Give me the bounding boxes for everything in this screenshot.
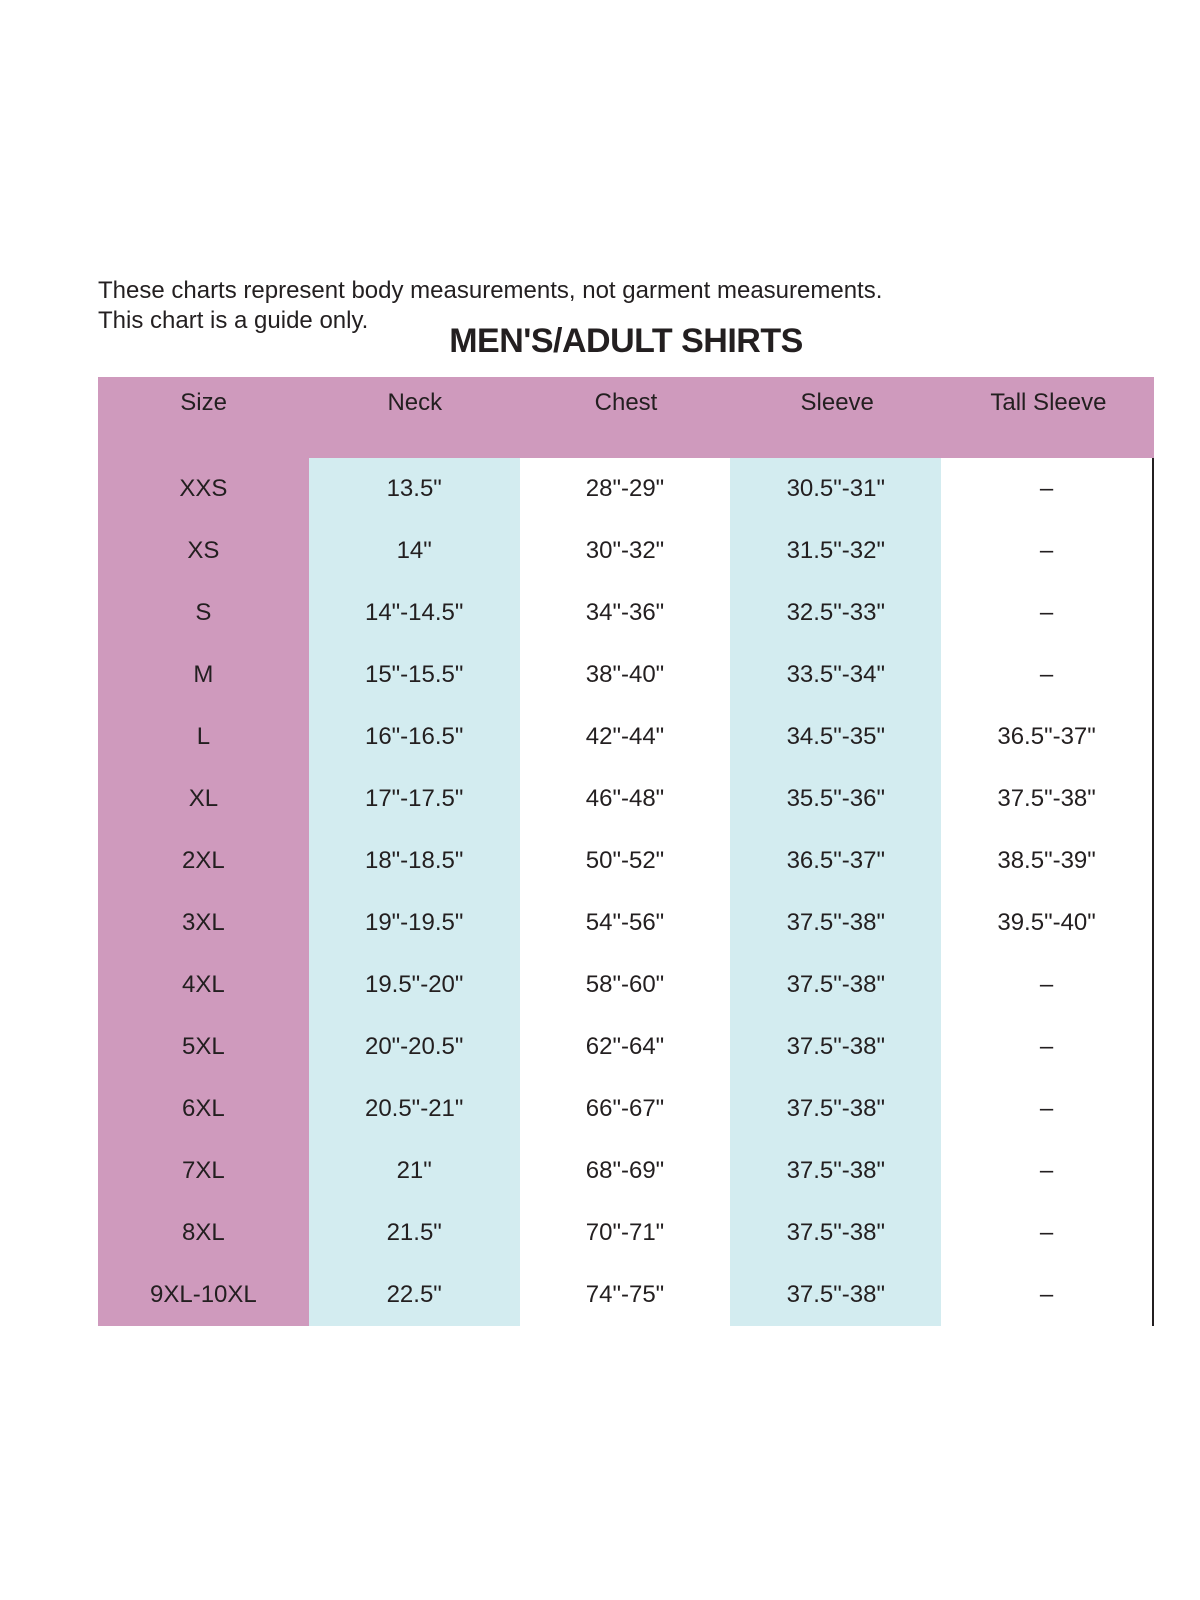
table-row: 5XL 20"-20.5" 62"-64" 37.5"-38" – — [98, 1016, 1154, 1078]
disclaimer-line-2: This chart is a guide only. — [98, 307, 369, 334]
table-row: 3XL 19"-19.5" 54"-56" 37.5"-38" 39.5"-40" — [98, 892, 1154, 954]
cell-chest: 66"-67" — [519, 1078, 731, 1140]
cell-sleeve: 30.5"-31" — [730, 458, 942, 520]
cell-chest: 30"-32" — [519, 520, 731, 582]
table-row: XXS 13.5" 28"-29" 30.5"-31" – — [98, 458, 1154, 520]
table-row: 4XL 19.5"-20" 58"-60" 37.5"-38" – — [98, 954, 1154, 1016]
cell-size: 6XL — [98, 1078, 309, 1140]
cell-sleeve: 37.5"-38" — [730, 1264, 942, 1326]
chart-title: MEN'S/ADULT SHIRTS — [449, 322, 803, 360]
cell-neck: 18"-18.5" — [308, 830, 520, 892]
cell-chest: 62"-64" — [519, 1016, 731, 1078]
cell-neck: 13.5" — [308, 458, 520, 520]
cell-neck: 22.5" — [308, 1264, 520, 1326]
cell-tall-sleeve: – — [941, 644, 1154, 706]
cell-size: 8XL — [98, 1202, 309, 1264]
disclaimer-line-1: These charts represent body measurements… — [98, 277, 883, 304]
cell-sleeve: 37.5"-38" — [730, 1140, 942, 1202]
cell-sleeve: 37.5"-38" — [730, 954, 942, 1016]
cell-tall-sleeve: – — [941, 458, 1154, 520]
cell-neck: 19"-19.5" — [308, 892, 520, 954]
header-tall-sleeve: Tall Sleeve — [990, 389, 1107, 416]
cell-tall-sleeve: – — [941, 520, 1154, 582]
cell-chest: 34"-36" — [519, 582, 731, 644]
cell-sleeve: 36.5"-37" — [730, 830, 942, 892]
cell-tall-sleeve: – — [941, 1202, 1154, 1264]
table-body: XXS 13.5" 28"-29" 30.5"-31" – XS 14" 30"-32" 31.… — [98, 458, 1154, 1326]
cell-tall-sleeve: 38.5"-39" — [941, 830, 1154, 892]
cell-size: XXS — [98, 458, 309, 520]
cell-chest: 70"-71" — [519, 1202, 731, 1264]
cell-tall-sleeve: – — [941, 954, 1154, 1016]
cell-neck: 14" — [308, 520, 520, 582]
cell-size: 2XL — [98, 830, 309, 892]
cell-neck: 14"-14.5" — [308, 582, 520, 644]
cell-size: 9XL-10XL — [98, 1264, 309, 1326]
size-chart-table: Size Neck Chest Sleeve Tall Sleeve XXS 13… — [98, 377, 1154, 1326]
cell-tall-sleeve: – — [941, 1016, 1154, 1078]
cell-sleeve: 37.5"-38" — [730, 1016, 942, 1078]
cell-neck: 17"-17.5" — [308, 768, 520, 830]
cell-size: 4XL — [98, 954, 309, 1016]
table-row: M 15"-15.5" 38"-40" 33.5"-34" – — [98, 644, 1154, 706]
table-row: 2XL 18"-18.5" 50"-52" 36.5"-37" 38.5"-39" — [98, 830, 1154, 892]
cell-sleeve: 37.5"-38" — [730, 1078, 942, 1140]
cell-neck: 20.5"-21" — [308, 1078, 520, 1140]
disclaimer-note: These charts represent body measurements… — [98, 276, 882, 336]
cell-tall-sleeve: 36.5"-37" — [941, 706, 1154, 768]
cell-sleeve: 37.5"-38" — [730, 892, 942, 954]
cell-neck: 21.5" — [308, 1202, 520, 1264]
cell-tall-sleeve: – — [941, 1264, 1154, 1326]
header-sleeve: Sleeve — [800, 389, 874, 416]
cell-sleeve: 37.5"-38" — [730, 1202, 942, 1264]
cell-sleeve: 34.5"-35" — [730, 706, 942, 768]
cell-size: XL — [98, 768, 309, 830]
table-row: XL 17"-17.5" 46"-48" 35.5"-36" 37.5"-38" — [98, 768, 1154, 830]
cell-size: 3XL — [98, 892, 309, 954]
cell-sleeve: 31.5"-32" — [730, 520, 942, 582]
table-row: 9XL-10XL 22.5" 74"-75" 37.5"-38" – — [98, 1264, 1154, 1326]
cell-size: 7XL — [98, 1140, 309, 1202]
cell-tall-sleeve: – — [941, 1140, 1154, 1202]
cell-chest: 54"-56" — [519, 892, 731, 954]
table-header: Size Neck Chest Sleeve Tall Sleeve — [98, 377, 1154, 458]
header-neck: Neck — [387, 389, 443, 416]
table-row: 8XL 21.5" 70"-71" 37.5"-38" – — [98, 1202, 1154, 1264]
cell-neck: 21" — [308, 1140, 520, 1202]
cell-tall-sleeve: – — [941, 582, 1154, 644]
cell-sleeve: 35.5"-36" — [730, 768, 942, 830]
cell-neck: 20"-20.5" — [308, 1016, 520, 1078]
table-row: S 14"-14.5" 34"-36" 32.5"-33" – — [98, 582, 1154, 644]
cell-tall-sleeve: – — [941, 1078, 1154, 1140]
cell-sleeve: 32.5"-33" — [730, 582, 942, 644]
table-row: 6XL 20.5"-21" 66"-67" 37.5"-38" – — [98, 1078, 1154, 1140]
cell-chest: 42"-44" — [519, 706, 731, 768]
cell-chest: 58"-60" — [519, 954, 731, 1016]
cell-neck: 19.5"-20" — [308, 954, 520, 1016]
cell-chest: 46"-48" — [519, 768, 731, 830]
table-row: 7XL 21" 68"-69" 37.5"-38" – — [98, 1140, 1154, 1202]
cell-chest: 28"-29" — [519, 458, 731, 520]
cell-chest: 50"-52" — [519, 830, 731, 892]
header-size: Size — [180, 389, 227, 416]
cell-size: XS — [98, 520, 309, 582]
cell-size: 5XL — [98, 1016, 309, 1078]
cell-chest: 68"-69" — [519, 1140, 731, 1202]
table-row: L 16"-16.5" 42"-44" 34.5"-35" 36.5"-37" — [98, 706, 1154, 768]
cell-tall-sleeve: 39.5"-40" — [941, 892, 1154, 954]
cell-chest: 74"-75" — [519, 1264, 731, 1326]
cell-size: M — [98, 644, 309, 706]
cell-size: L — [98, 706, 309, 768]
cell-neck: 15"-15.5" — [308, 644, 520, 706]
cell-neck: 16"-16.5" — [308, 706, 520, 768]
cell-sleeve: 33.5"-34" — [730, 644, 942, 706]
cell-tall-sleeve: 37.5"-38" — [941, 768, 1154, 830]
cell-chest: 38"-40" — [519, 644, 731, 706]
header-chest: Chest — [594, 389, 658, 416]
table-row: XS 14" 30"-32" 31.5"-32" – — [98, 520, 1154, 582]
cell-size: S — [98, 582, 309, 644]
